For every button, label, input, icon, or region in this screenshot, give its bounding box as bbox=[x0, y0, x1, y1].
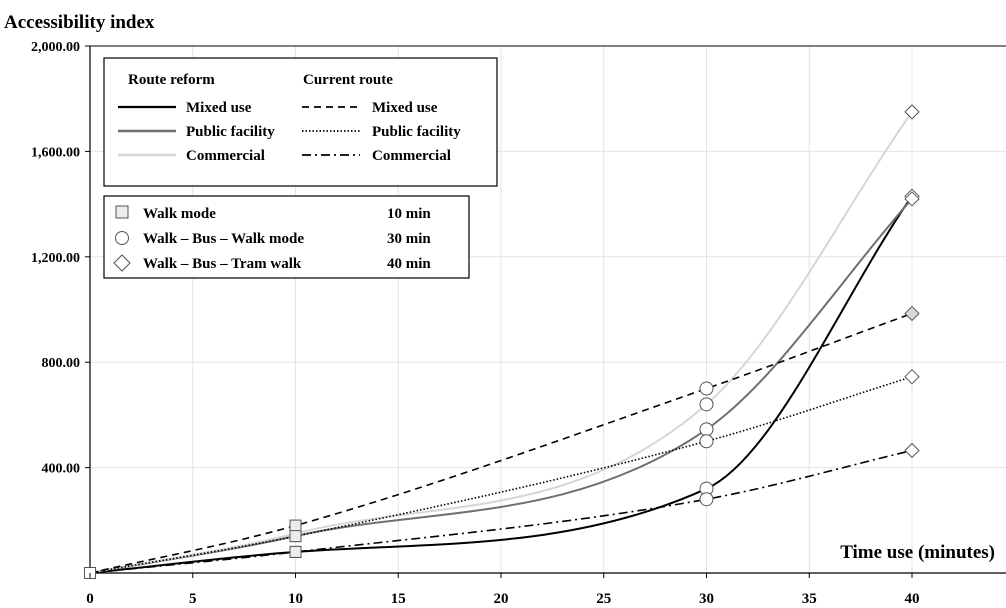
y-tick-label: 800.00 bbox=[42, 356, 81, 371]
data-point-square bbox=[289, 530, 302, 543]
legend-marker-label-walk: Walk mode bbox=[143, 206, 216, 222]
legend-label-reform-commercial: Commercial bbox=[186, 148, 265, 164]
y-tick-label: 2,000.00 bbox=[31, 40, 80, 55]
legend-label-current-public-facility: Public facility bbox=[372, 124, 461, 140]
data-point-diamond bbox=[904, 191, 920, 207]
x-tick-label: 5 bbox=[189, 591, 197, 607]
legend-marker-time-bus: 30 min bbox=[387, 231, 431, 247]
y-tick-label: 1,600.00 bbox=[31, 145, 80, 160]
legend-markers: Walk mode 10 min Walk – Bus – Walk mode … bbox=[103, 195, 470, 279]
series-line-0 bbox=[89, 195, 913, 574]
y-tick-label: 400.00 bbox=[42, 462, 81, 477]
data-point-circle bbox=[699, 381, 714, 396]
series-layer bbox=[89, 111, 913, 574]
data-point-diamond bbox=[904, 442, 920, 459]
tick-layer: 400.00 800.00 1,200.00 1,600.00 2,000.00 0 5 10… bbox=[31, 40, 920, 607]
series-line-3 bbox=[89, 312, 913, 574]
x-tick-label: 35 bbox=[802, 591, 817, 607]
x-tick-label: 10 bbox=[288, 591, 303, 607]
data-point-circle bbox=[699, 397, 714, 412]
axes bbox=[89, 45, 1006, 574]
x-tick-label: 15 bbox=[391, 591, 406, 607]
legend-label-current-mixed-use: Mixed use bbox=[372, 100, 438, 116]
legend-marker-label-tram: Walk – Bus – Tram walk bbox=[143, 256, 302, 272]
data-point-diamond bbox=[904, 368, 920, 385]
legend-markers-box bbox=[103, 195, 470, 279]
legend-label-reform-mixed-use: Mixed use bbox=[186, 100, 252, 116]
legend-square-marker bbox=[115, 205, 129, 219]
data-point-circle bbox=[699, 434, 714, 449]
data-point-circle bbox=[699, 492, 714, 507]
legend-label-reform-public-facility: Public facility bbox=[186, 124, 275, 140]
legend-lines-box bbox=[103, 57, 498, 187]
y-axis-title: Accessibility index bbox=[4, 12, 155, 33]
legend-lines: Route reform Current route Mixed use Pub… bbox=[103, 57, 498, 187]
y-tick-label: 1,200.00 bbox=[31, 251, 80, 266]
data-point-diamond bbox=[904, 104, 920, 120]
x-axis-title: Time use (minutes) bbox=[840, 542, 995, 563]
legend-marker-time-tram: 40 min bbox=[387, 256, 431, 272]
legend-marker-time-walk: 10 min bbox=[387, 206, 431, 222]
data-point-square bbox=[289, 519, 302, 532]
legend-header-current-route: Current route bbox=[303, 72, 393, 88]
x-tick-label: 40 bbox=[905, 591, 920, 607]
legend-diamond-marker bbox=[113, 254, 131, 272]
data-point-square bbox=[289, 545, 302, 558]
series-line-5 bbox=[89, 449, 913, 574]
legend-label-current-commercial: Commercial bbox=[372, 148, 451, 164]
x-tick-label: 25 bbox=[596, 591, 611, 607]
data-point-circle bbox=[699, 422, 714, 437]
x-tick-label: 0 bbox=[86, 591, 94, 607]
legend-marker-label-bus: Walk – Bus – Walk mode bbox=[143, 231, 304, 247]
legend-circle-marker bbox=[115, 231, 129, 245]
x-tick-label: 30 bbox=[699, 591, 714, 607]
data-point-diamond bbox=[904, 305, 920, 322]
x-tick-label: 20 bbox=[494, 591, 509, 607]
series-line-2 bbox=[89, 111, 913, 574]
legend-header-route-reform: Route reform bbox=[128, 72, 215, 88]
